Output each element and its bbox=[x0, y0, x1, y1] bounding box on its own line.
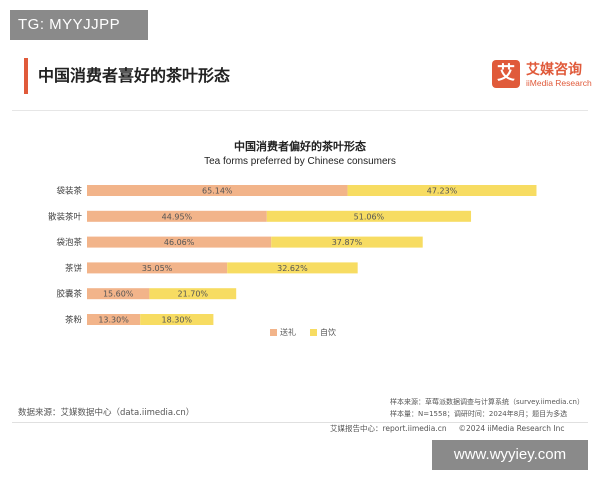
bar-segment-self bbox=[271, 236, 423, 248]
chart-subtitle: Tea forms preferred by Chinese consumers bbox=[204, 156, 396, 167]
data-label: 35.05% bbox=[142, 264, 173, 273]
data-source: 数据来源：艾媒数据中心（data.iimedia.cn） bbox=[18, 408, 195, 418]
title-accent-bar bbox=[24, 58, 28, 94]
category-label: 袋装茶 bbox=[56, 186, 82, 197]
bar-segment-gift bbox=[87, 262, 228, 274]
bar-segment-self bbox=[227, 262, 358, 274]
category-label: 袋泡茶 bbox=[56, 237, 82, 248]
bar-segment-gift bbox=[87, 210, 267, 222]
logo-icon: 艾 bbox=[492, 60, 520, 88]
footer-bottom: 艾媒报告中心：report.iimedia.cn ©2024 iiMedia R… bbox=[330, 423, 564, 434]
legend-swatch bbox=[270, 329, 277, 336]
category-label: 茶粉 bbox=[65, 315, 83, 326]
bar-segment-self bbox=[140, 314, 214, 325]
data-label: 46.06% bbox=[164, 238, 195, 247]
data-label: 65.14% bbox=[202, 187, 233, 196]
data-label: 32.62% bbox=[277, 264, 308, 273]
footer-divider bbox=[12, 422, 588, 423]
watermark-bottom: www.wyyiey.com bbox=[432, 440, 588, 470]
category-label: 散装茶叶 bbox=[48, 211, 83, 222]
logo-subname: iiMedia Research bbox=[526, 78, 592, 88]
bar-segment-gift bbox=[87, 236, 272, 248]
sample-info: 样本量：N=1558；调研时间：2024年8月；题目为多选 bbox=[390, 410, 568, 418]
data-label: 21.70% bbox=[178, 290, 209, 299]
logo-name: 艾媒咨询 bbox=[526, 62, 582, 78]
bar-segment-gift bbox=[87, 314, 141, 325]
bar-chart: 袋装茶 65.14% 47.23% 散装茶叶 44.95% 51.06% 袋泡茶 46.06%… bbox=[48, 185, 537, 337]
chart-title: 中国消费者偏好的茶叶形态 bbox=[234, 140, 366, 153]
sample-notes: 样本来源：草莓派数据调查与计算系统（survey.iimedia.cn） 样本量… bbox=[390, 396, 584, 420]
data-label: 13.30% bbox=[98, 316, 129, 325]
data-label: 47.23% bbox=[427, 187, 458, 196]
legend-label: 自饮 bbox=[320, 327, 336, 337]
data-label: 37.87% bbox=[332, 238, 363, 247]
bar-segment-self bbox=[266, 210, 472, 222]
copyright: ©2024 iiMedia Research Inc bbox=[458, 424, 565, 433]
header-divider bbox=[12, 110, 588, 111]
bar-segment-gift bbox=[87, 288, 150, 300]
category-label: 茶饼 bbox=[65, 263, 83, 274]
bar-segment-self bbox=[347, 185, 537, 196]
category-label: 胶囊茶 bbox=[56, 289, 82, 300]
report-center: 艾媒报告中心：report.iimedia.cn bbox=[330, 424, 447, 433]
data-label: 18.30% bbox=[162, 316, 193, 325]
sample-source: 样本来源：草莓派数据调查与计算系统（survey.iimedia.cn） bbox=[390, 398, 584, 406]
data-label: 51.06% bbox=[354, 212, 385, 221]
watermark-top: TG: MYYJJPP bbox=[10, 10, 148, 40]
legend-label: 送礼 bbox=[280, 327, 296, 337]
page-title: 中国消费者喜好的茶叶形态 bbox=[38, 66, 231, 85]
data-label: 15.60% bbox=[103, 290, 134, 299]
legend-swatch bbox=[310, 329, 317, 336]
bar-segment-gift bbox=[87, 185, 348, 196]
data-label: 44.95% bbox=[162, 212, 193, 221]
bar-segment-self bbox=[149, 288, 237, 300]
